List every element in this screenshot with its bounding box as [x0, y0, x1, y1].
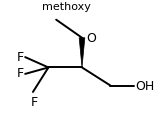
Text: methoxy: methoxy [42, 2, 91, 12]
Text: F: F [17, 51, 24, 64]
Text: O: O [86, 32, 96, 45]
Text: F: F [17, 67, 24, 80]
Polygon shape [79, 38, 85, 67]
Text: OH: OH [135, 80, 154, 93]
Text: F: F [31, 96, 38, 109]
